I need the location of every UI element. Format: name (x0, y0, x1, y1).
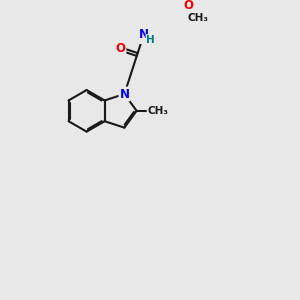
Text: N: N (119, 88, 129, 100)
Text: O: O (183, 0, 193, 12)
Text: N: N (139, 28, 149, 41)
Text: CH₃: CH₃ (188, 13, 209, 22)
Text: CH₃: CH₃ (148, 106, 169, 116)
Text: O: O (116, 43, 125, 56)
Text: H: H (146, 35, 155, 45)
